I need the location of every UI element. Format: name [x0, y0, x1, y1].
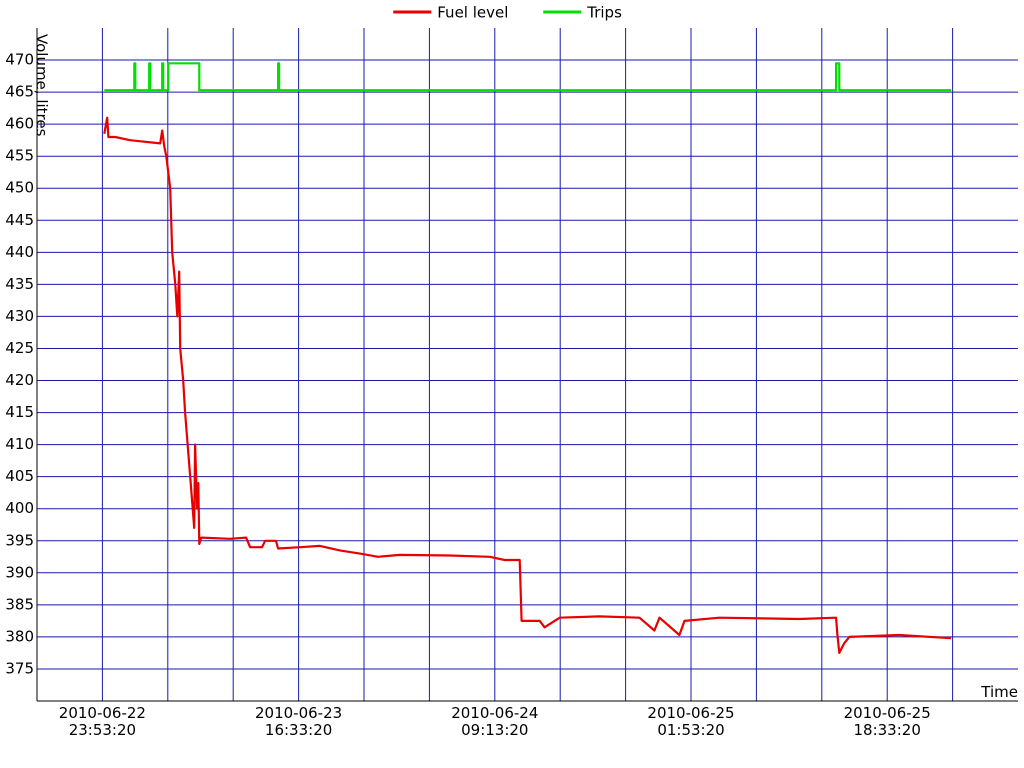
y-tick-label: 410	[5, 435, 34, 453]
x-tick-label: 2010-06-24 09:13:20	[451, 704, 538, 739]
y-tick-label: 465	[5, 83, 34, 101]
y-axis-label: Volume, litres	[33, 34, 51, 137]
grid	[37, 28, 1018, 701]
y-tick-label: 435	[5, 275, 34, 293]
x-tick-label: 2010-06-25 01:53:20	[647, 704, 734, 739]
y-tick-label: 395	[5, 531, 34, 549]
y-tick-label: 420	[5, 371, 34, 389]
y-tick-label: 430	[5, 307, 34, 325]
x-tick-label: 2010-06-25 18:33:20	[844, 704, 931, 739]
legend-label: Trips	[586, 4, 622, 22]
y-tick-label: 445	[5, 211, 34, 229]
y-tick-label: 415	[5, 403, 34, 421]
x-axis-label: Time	[980, 683, 1018, 701]
y-tick-label: 440	[5, 243, 34, 261]
y-tick-label: 375	[5, 659, 34, 677]
x-tick-label: 2010-06-22 23:53:20	[59, 704, 146, 739]
legend-label: Fuel level	[437, 4, 508, 22]
line-series	[104, 62, 952, 92]
y-tick-label: 400	[5, 499, 34, 517]
y-tick-label: 405	[5, 467, 34, 485]
y-tick-label: 450	[5, 179, 34, 197]
line-series	[103, 116, 952, 655]
y-tick-label: 455	[5, 147, 34, 165]
x-tick-label: 2010-06-23 16:33:20	[255, 704, 342, 739]
y-tick-label: 380	[5, 627, 34, 645]
y-tick-label: 390	[5, 563, 34, 581]
y-tick-label: 425	[5, 339, 34, 357]
y-tick-label: 470	[5, 51, 34, 69]
y-tick-label: 460	[5, 115, 34, 133]
y-tick-label: 385	[5, 595, 34, 613]
